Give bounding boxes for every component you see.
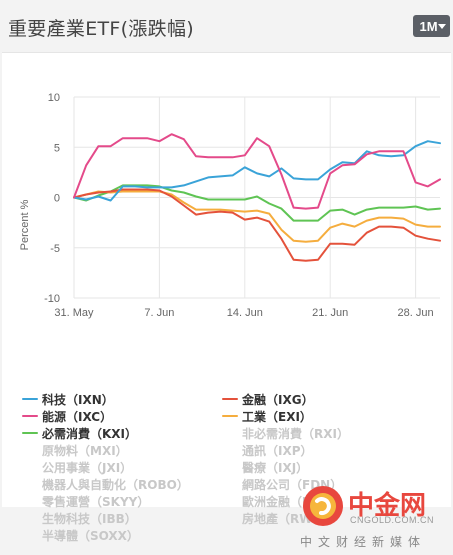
x-tick-label: 21. Jun [312, 307, 348, 319]
y-tick-label: 5 [54, 142, 60, 154]
x-tick-label: 14. Jun [227, 307, 263, 319]
widget-header: 重要產業ETF(漲跌幅) 1M [0, 0, 453, 52]
legend-item[interactable]: 能源（IXC） [22, 408, 112, 424]
legend-swatch [22, 466, 38, 468]
series-line-3 [73, 190, 441, 243]
y-tick-label: 10 [48, 92, 60, 104]
legend-swatch [22, 415, 38, 417]
legend-label: 公用事業（JXI） [42, 460, 133, 475]
legend-label: 通訊（IXP） [242, 443, 313, 458]
legend-swatch [222, 466, 238, 468]
legend-label: 必需消費（KXI） [42, 426, 138, 441]
legend-swatch [222, 432, 238, 434]
legend-label: 非必需消費（RXI） [242, 426, 349, 441]
legend-label: 工業（EXI） [242, 409, 312, 424]
series-line-0 [73, 140, 441, 202]
caret-down-icon [438, 24, 446, 29]
legend-swatch [22, 398, 38, 400]
y-axis-label: Percent % [19, 199, 31, 250]
legend-swatch [22, 517, 38, 519]
legend-item[interactable]: 零售運營（SKYY） [22, 493, 149, 509]
legend-item[interactable]: 機器人與自動化（ROBO） [22, 476, 189, 492]
legend-item[interactable]: 必需消費（KXI） [22, 425, 137, 441]
legend-label: 醫療（IXJ） [242, 460, 309, 475]
y-axis-ticks: 10 5 0 -5 -10 [44, 92, 60, 305]
legend-label: 能源（IXC） [42, 409, 113, 424]
legend-swatch [22, 432, 38, 434]
legend-item[interactable]: 通訊（IXP） [222, 442, 313, 458]
legend-swatch [222, 398, 238, 400]
range-selector-button[interactable]: 1M [413, 15, 450, 37]
legend-item[interactable]: 生物科技（IBB） [22, 510, 137, 526]
brand-url: CNGOLD.COM.CN [350, 515, 435, 525]
y-tick-label: -10 [44, 293, 60, 305]
brand-logo-icon [303, 486, 343, 526]
x-tick-label: 7. Jun [144, 307, 174, 319]
x-tick-label: 31. May [54, 307, 94, 319]
legend-item[interactable]: 科技（IXN） [22, 391, 114, 407]
legend-label: 零售運營（SKYY） [42, 494, 150, 509]
legend-item[interactable]: 金融（IXG） [222, 391, 314, 407]
chart-panel: 10 5 0 -5 -10 31. May 7. Jun 14. Jun 21. Jun 28.… [2, 52, 451, 549]
legend-label: 半導體（SOXX） [42, 528, 139, 543]
series-line-1 [73, 188, 441, 262]
legend-swatch [222, 483, 238, 485]
legend-label: 金融（IXG） [242, 392, 314, 407]
range-label: 1M [419, 18, 438, 34]
legend-swatch [22, 500, 38, 502]
chart-series [73, 133, 441, 262]
line-chart: 10 5 0 -5 -10 31. May 7. Jun 14. Jun 21. Jun 28.… [19, 92, 441, 319]
brand-tagline: 中文财经新媒体 [300, 535, 427, 549]
page-title: 重要產業ETF(漲跌幅) [8, 18, 194, 40]
legend-swatch [22, 534, 38, 536]
legend-label: 原物料（MXI） [42, 443, 128, 458]
legend-item[interactable]: 原物料（MXI） [22, 442, 128, 458]
legend-item[interactable]: 非必需消費（RXI） [222, 425, 349, 441]
legend-swatch [222, 517, 238, 519]
legend-label: 生物科技（IBB） [42, 511, 137, 526]
legend-swatch [22, 449, 38, 451]
legend-swatch [22, 483, 38, 485]
brand-watermark: 中金网 CNGOLD.COM.CN 中文财经新媒体 [298, 483, 453, 555]
y-tick-label: -5 [50, 243, 60, 255]
legend-item[interactable]: 半導體（SOXX） [22, 527, 139, 543]
legend-label: 機器人與自動化（ROBO） [42, 477, 189, 492]
legend-swatch [222, 449, 238, 451]
legend-item[interactable]: 工業（EXI） [222, 408, 312, 424]
x-tick-label: 28. Jun [398, 307, 434, 319]
legend-label: 科技（IXN） [42, 392, 114, 407]
legend-item[interactable]: 醫療（IXJ） [222, 459, 308, 475]
y-tick-label: 0 [54, 193, 60, 205]
x-axis-ticks: 31. May 7. Jun 14. Jun 21. Jun 28. Jun [54, 307, 433, 319]
legend-swatch [222, 415, 238, 417]
legend-swatch [222, 500, 238, 502]
legend-item[interactable]: 公用事業（JXI） [22, 459, 132, 475]
series-line-2 [73, 133, 441, 210]
